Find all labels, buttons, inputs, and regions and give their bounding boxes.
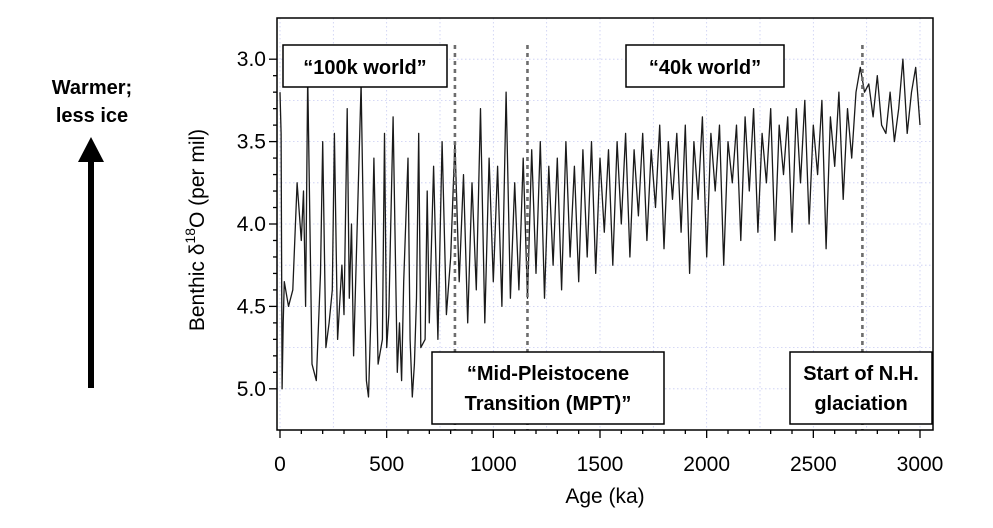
x-tick-label: 2000: [683, 453, 730, 476]
annotation-nh-glaciation: Start of N.H. glaciation: [789, 351, 933, 425]
x-tick-label: 500: [369, 453, 404, 476]
y-tick-label: 3.5: [237, 131, 266, 154]
annotation-100k-world: “100k world”: [282, 44, 448, 88]
x-axis-label: Age (ka): [565, 485, 644, 508]
x-tick-label: 3000: [897, 453, 944, 476]
annotation-text: glaciation: [814, 393, 907, 415]
annotation-text: Start of N.H.: [803, 363, 919, 385]
y-tick-label: 4.0: [237, 213, 266, 236]
warmer-less-ice-indicator: Warmer; less ice: [52, 77, 132, 388]
y-axis-label: Benthic δ18O (per mil): [182, 129, 209, 331]
annotation-text: “Mid-Pleistocene: [467, 363, 629, 385]
x-tick-label: 2500: [790, 453, 837, 476]
x-tick-label: 1500: [577, 453, 624, 476]
annotation-40k-world: “40k world”: [625, 44, 785, 88]
annotation-mpt: “Mid-Pleistocene Transition (MPT)”: [431, 351, 665, 425]
up-arrow-icon: [78, 137, 104, 162]
x-tick-label: 0: [274, 453, 286, 476]
side-label-line: Warmer;: [52, 77, 132, 99]
y-tick-label: 4.5: [237, 295, 266, 318]
x-tick-label: 1000: [470, 453, 517, 476]
y-tick-label: 5.0: [237, 378, 266, 401]
annotation-text: Transition (MPT)”: [465, 393, 632, 415]
plot-frame: [276, 17, 934, 431]
annotation-text: “40k world”: [649, 57, 761, 79]
annotation-text: “100k world”: [303, 57, 426, 79]
y-tick-label: 3.0: [237, 48, 266, 71]
side-label-line: less ice: [56, 105, 128, 127]
